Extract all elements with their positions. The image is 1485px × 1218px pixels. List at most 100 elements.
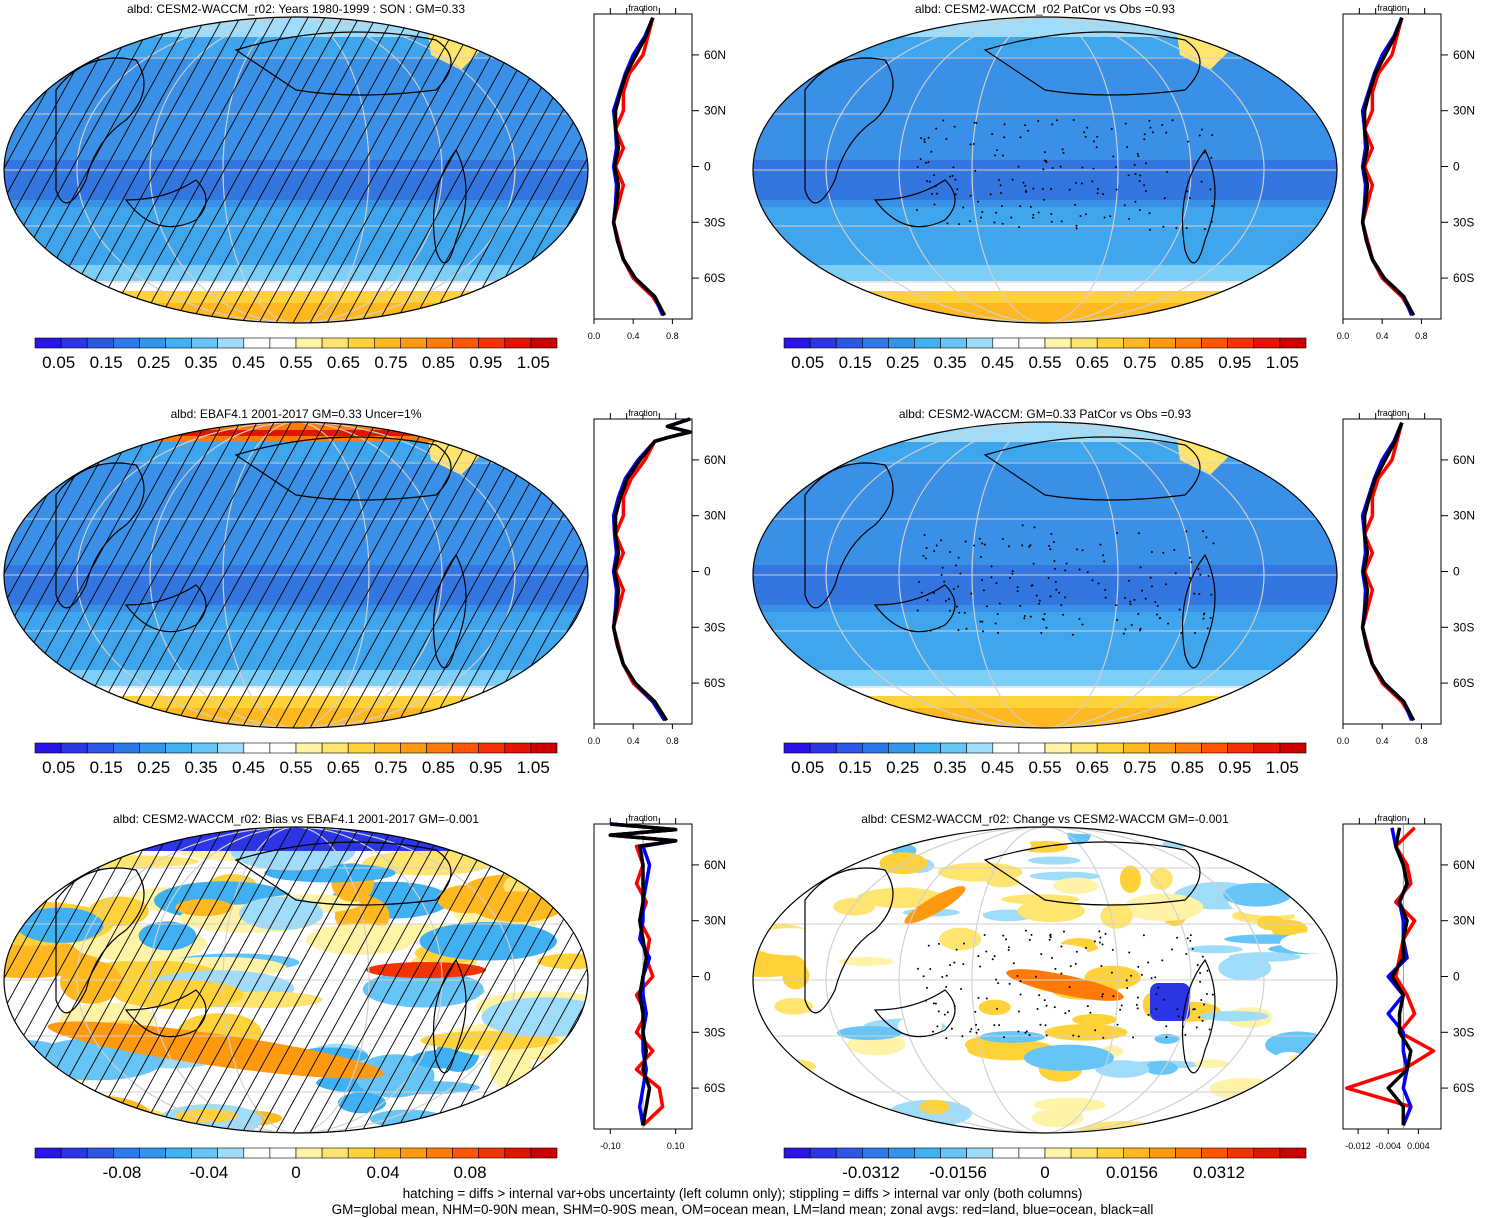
colorbar-tick-label: 0.15 — [90, 758, 123, 777]
zonal-ytick-label: 60S — [1453, 271, 1474, 285]
zonal-series-line — [611, 417, 692, 722]
colorbar-tick-label: 0.08 — [453, 1163, 486, 1182]
colorbar-tick-label: 1.05 — [1266, 758, 1299, 777]
zonal-ytick-label: 30N — [1453, 509, 1475, 523]
zonal-series-line — [1345, 826, 1436, 1126]
colorbar-tick-label: 0.25 — [886, 353, 919, 372]
map-panel-3: albd: EBAF4.1 2001-2017 GM=0.33 Uncer=1%… — [3, 407, 726, 777]
zonal-xtick-label: 0.8 — [666, 736, 679, 746]
footer-line-2: GM=global mean, NHM=0-90N mean, SHM=0-90… — [331, 1202, 1154, 1217]
colorbar-tick-label: 0.25 — [886, 758, 919, 777]
colorbar-tick-label: 0.55 — [279, 758, 312, 777]
zonal-ytick-label: 60N — [1453, 858, 1475, 872]
colorbar-tick-label: -0.0312 — [842, 1163, 900, 1182]
colorbar-tick-label: 0.25 — [137, 758, 170, 777]
zonal-ytick-label: 30S — [704, 215, 725, 229]
colorbar-tick-label: 0.05 — [791, 353, 824, 372]
zonal-ytick-label: 60S — [1453, 1081, 1474, 1095]
colorbar-tick-label: 0.45 — [981, 758, 1014, 777]
zonal-ytick-label: 30N — [704, 509, 726, 523]
panel-title: albd: CESM2-WACCM: GM=0.33 PatCor vs Obs… — [899, 407, 1192, 421]
footer-line-1: hatching = diffs > internal var+obs unce… — [402, 1186, 1083, 1201]
zonal-xtick-label: 0.10 — [667, 1141, 685, 1151]
colorbar-tick-label: 0.35 — [185, 353, 218, 372]
zonal-ytick-label: 0 — [1453, 970, 1460, 984]
map-panel-4: albd: CESM2-WACCM: GM=0.33 PatCor vs Obs… — [752, 407, 1475, 777]
colorbar-tick-label: 0.55 — [1028, 758, 1061, 777]
colorbar-tick-label: 0.75 — [1123, 353, 1156, 372]
colorbar-tick-label: 0.65 — [327, 353, 360, 372]
zonal-xtick-label: 0.0 — [588, 736, 601, 746]
zonal-mean-axes — [593, 13, 693, 320]
zonal-xtick-label: 0.4 — [627, 331, 640, 341]
colorbar-tick-label: 0 — [291, 1163, 300, 1182]
colorbar-tick-label: -0.04 — [190, 1163, 229, 1182]
zonal-ytick-label: 60S — [704, 271, 725, 285]
map-panel-2: albd: CESM2-WACCM_r02 PatCor vs Obs =0.9… — [752, 2, 1475, 372]
colorbar-tick-label: 0.45 — [981, 353, 1014, 372]
zonal-xtick-label: 0.0 — [1337, 736, 1350, 746]
zonal-mean-axes — [1342, 418, 1442, 725]
zonal-ytick-label: 60S — [704, 676, 725, 690]
colorbar-tick-label: 0.75 — [374, 353, 407, 372]
colorbar-tick-label: 0.45 — [232, 353, 265, 372]
panel-title: albd: CESM2-WACCM_r02 PatCor vs Obs =0.9… — [915, 2, 1175, 16]
zonal-xtick-label: 0.0 — [1337, 331, 1350, 341]
colorbar-tick-label: 0.15 — [90, 353, 123, 372]
colorbar-tick-label: 0.65 — [327, 758, 360, 777]
zonal-ytick-label: 60S — [704, 1081, 725, 1095]
zonal-mean-axes — [1342, 13, 1442, 320]
colorbar-tick-label: 0.85 — [422, 353, 455, 372]
colorbar-tick-label: 0.35 — [934, 353, 967, 372]
zonal-ytick-label: 60S — [1453, 676, 1474, 690]
colorbar-tick-label: 0.05 — [791, 758, 824, 777]
colorbar-tick-label: 0.95 — [1218, 353, 1251, 372]
colorbar-tick-label: 0.95 — [1218, 758, 1251, 777]
colorbar-tick-label: 0.75 — [374, 758, 407, 777]
zonal-ytick-label: 30S — [704, 1025, 725, 1039]
colorbar-tick-label: 0.65 — [1076, 353, 1109, 372]
zonal-mean-axes — [593, 418, 693, 725]
zonal-xtick-label: -0.10 — [600, 1141, 621, 1151]
colorbar-tick-label: 0.05 — [42, 353, 75, 372]
colorbar-tick-label: 0.85 — [1171, 758, 1204, 777]
zonal-xtick-label: 0.8 — [1415, 331, 1428, 341]
colorbar-tick-label: 1.05 — [1266, 353, 1299, 372]
colorbar-tick-label: 0.35 — [185, 758, 218, 777]
zonal-ytick-label: 30N — [704, 914, 726, 928]
zonal-ytick-label: 30N — [704, 104, 726, 118]
zonal-ytick-label: 60N — [704, 48, 726, 62]
panel-title: albd: CESM2-WACCM_r02: Bias vs EBAF4.1 2… — [113, 812, 479, 826]
colorbar-tick-label: -0.08 — [103, 1163, 142, 1182]
zonal-xtick-label: 0.4 — [1376, 736, 1389, 746]
zonal-xtick-label: -0.012 — [1345, 1141, 1371, 1151]
colorbar-tick-label: 1.05 — [517, 758, 550, 777]
zonal-xtick-label: 0.4 — [627, 736, 640, 746]
colorbar-tick-label: 0.85 — [1171, 353, 1204, 372]
panel-title: albd: CESM2-WACCM_r02: Years 1980-1999 :… — [127, 2, 465, 16]
zonal-xtick-label: 0.0 — [588, 331, 601, 341]
zonal-ytick-label: 0 — [704, 970, 711, 984]
zonal-ytick-label: 30S — [704, 620, 725, 634]
zonal-ytick-label: 60N — [1453, 48, 1475, 62]
colorbar-tick-label: 0.0156 — [1106, 1163, 1158, 1182]
zonal-ytick-label: 0 — [1453, 160, 1460, 174]
zonal-ytick-label: 30S — [1453, 620, 1474, 634]
colorbar-tick-label: 0.0312 — [1193, 1163, 1245, 1182]
colorbar-tick-label: 0.85 — [422, 758, 455, 777]
map-panel-6: albd: CESM2-WACCM_r02: Change vs CESM2-W… — [752, 812, 1475, 1182]
zonal-ytick-label: 60N — [704, 858, 726, 872]
colorbar-tick-label: 0.45 — [232, 758, 265, 777]
colorbar-tick-label: 0.35 — [934, 758, 967, 777]
zonal-xtick-label: 0.004 — [1407, 1141, 1430, 1151]
zonal-ytick-label: 0 — [1453, 565, 1460, 579]
zonal-xtick-label: 0.8 — [666, 331, 679, 341]
colorbar-tick-label: 0.04 — [366, 1163, 399, 1182]
zonal-series-line — [1360, 17, 1416, 317]
colorbar-tick-label: 0 — [1040, 1163, 1049, 1182]
zonal-xtick-label: 0.4 — [1376, 331, 1389, 341]
panel-title: albd: EBAF4.1 2001-2017 GM=0.33 Uncer=1% — [171, 407, 422, 421]
zonal-ytick-label: 0 — [704, 160, 711, 174]
zonal-series-line — [608, 822, 678, 1126]
zonal-xtick-label: 0.8 — [1415, 736, 1428, 746]
